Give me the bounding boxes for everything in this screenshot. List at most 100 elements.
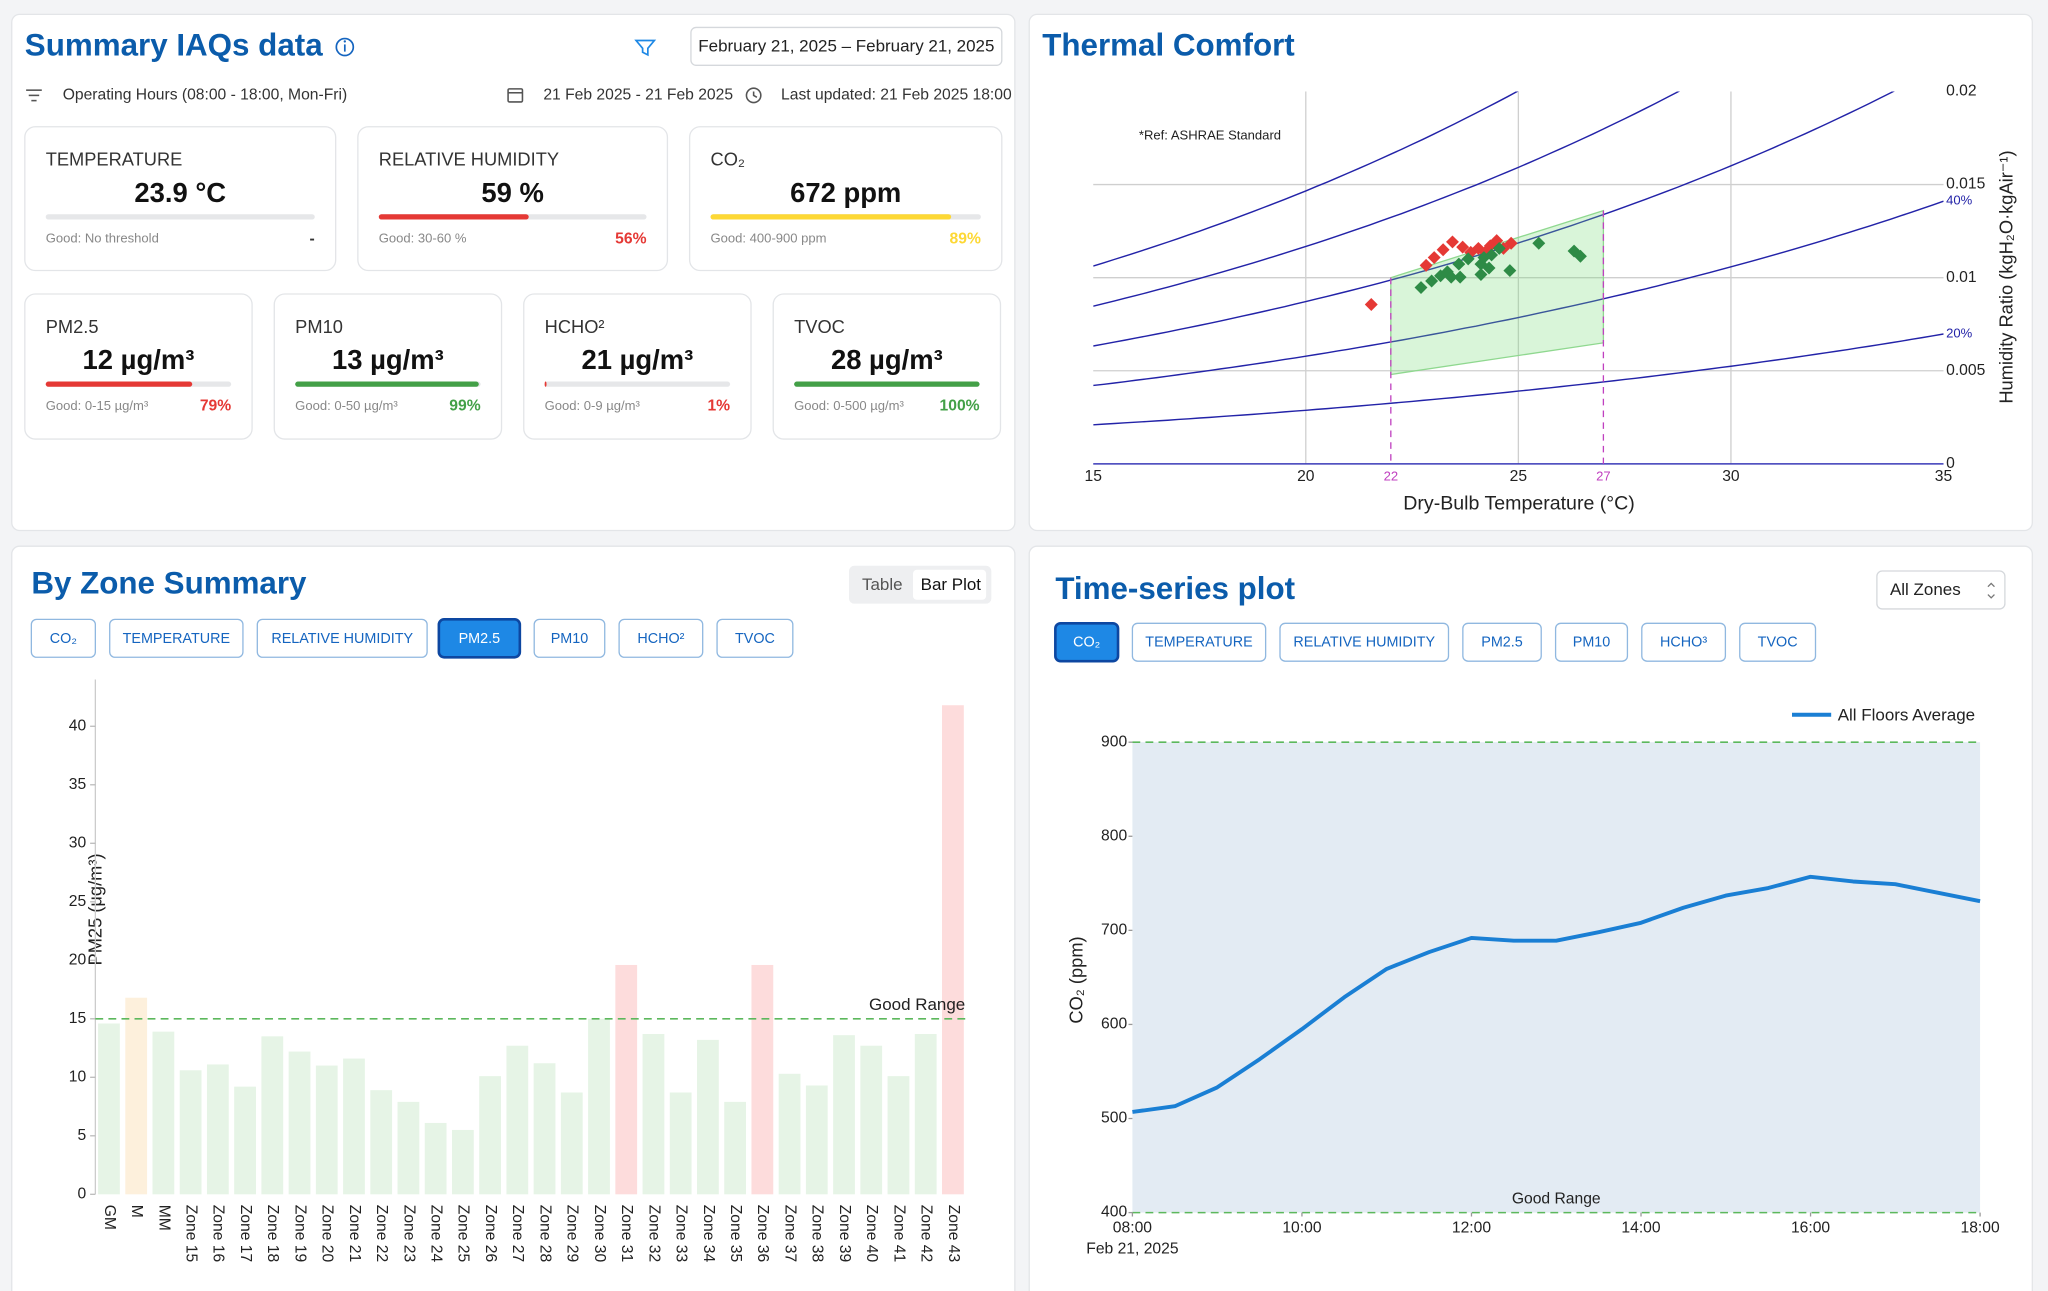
metric-button[interactable] bbox=[1739, 622, 1817, 662]
filter-icon[interactable] bbox=[634, 39, 657, 57]
x-tick-label: GM bbox=[101, 1205, 118, 1230]
progress-fill bbox=[710, 214, 952, 220]
x-tick-label: Zone 21 bbox=[346, 1205, 363, 1262]
x-tick-label: 35 bbox=[1935, 468, 1953, 485]
metric-percent: 79% bbox=[200, 398, 231, 415]
metric-value: 12 µg/m³ bbox=[83, 344, 195, 375]
x-tick-label: Zone 17 bbox=[237, 1205, 254, 1262]
bar bbox=[833, 1035, 855, 1195]
metric-value: 21 µg/m³ bbox=[581, 344, 693, 375]
metric-button[interactable] bbox=[30, 618, 96, 658]
x-tick-label: Zone 19 bbox=[291, 1205, 308, 1262]
metric-button[interactable] bbox=[437, 618, 522, 659]
y-tick-label: 10 bbox=[69, 1068, 87, 1085]
x-tick-label: Zone 41 bbox=[890, 1205, 907, 1262]
bar bbox=[560, 1092, 583, 1195]
toggle-active[interactable] bbox=[912, 569, 987, 600]
metric-card bbox=[772, 293, 1002, 440]
metric-card bbox=[688, 126, 1003, 272]
metric-button[interactable] bbox=[533, 618, 606, 658]
x-tick-label: 15 bbox=[1085, 468, 1103, 485]
x-tick-label: M bbox=[128, 1205, 145, 1218]
metric-button[interactable] bbox=[1641, 622, 1727, 662]
metric-button[interactable] bbox=[1279, 622, 1450, 662]
metric-value: 23.9 °C bbox=[134, 177, 226, 208]
metric-button[interactable] bbox=[1131, 622, 1267, 662]
metric-card bbox=[357, 126, 669, 272]
bar bbox=[805, 1085, 828, 1195]
metric-percent: 1% bbox=[707, 398, 730, 415]
metric-button-label: PM10 bbox=[1573, 635, 1611, 651]
metric-value: 13 µg/m³ bbox=[332, 344, 444, 375]
timeseries-title: Time-series plot bbox=[1055, 571, 1295, 606]
bar bbox=[724, 1101, 747, 1195]
metric-card bbox=[523, 293, 752, 440]
metric-label: RELATIVE HUMIDITY bbox=[379, 149, 559, 170]
clock-icon bbox=[745, 87, 762, 104]
y-tick-label: 0.02 bbox=[1946, 83, 1976, 100]
y-tick-label: 900 bbox=[1101, 733, 1127, 750]
metric-value: 59 % bbox=[481, 177, 544, 208]
x-tick-label: Zone 31 bbox=[618, 1205, 635, 1262]
last-updated: Last updated: 21 Feb 2025 18:00 bbox=[781, 87, 1012, 104]
info-icon[interactable] bbox=[335, 37, 355, 57]
metric-button[interactable] bbox=[1554, 622, 1629, 662]
date-button-label: February 21, 2025 – February 21, 2025 bbox=[698, 37, 994, 56]
progress-fill bbox=[794, 381, 980, 387]
x-tick-label: Zone 26 bbox=[482, 1205, 499, 1263]
y-tick-label: 400 bbox=[1101, 1204, 1127, 1221]
x-tick-label: 25 bbox=[1510, 468, 1528, 485]
comfort-point bbox=[1503, 264, 1517, 278]
x-tick-label: 18:00 bbox=[1960, 1219, 1999, 1236]
metric-button[interactable] bbox=[109, 618, 244, 658]
metric-button[interactable] bbox=[256, 618, 428, 658]
comfort-point bbox=[1436, 243, 1450, 257]
x-tick-label: Zone 27 bbox=[509, 1205, 526, 1262]
metric-card bbox=[273, 293, 503, 440]
metric-card bbox=[24, 293, 253, 440]
progress-fill bbox=[544, 381, 547, 387]
thermal-note: *Ref: ASHRAE Standard bbox=[1139, 127, 1281, 142]
toggle-option[interactable]: Bar Plot bbox=[921, 575, 982, 594]
metric-button[interactable] bbox=[618, 618, 704, 658]
bar bbox=[370, 1090, 393, 1195]
x-tick-label: 12:00 bbox=[1452, 1219, 1491, 1236]
rh-curve bbox=[1093, 200, 1944, 387]
date-button[interactable] bbox=[690, 26, 1003, 66]
hours-icon bbox=[26, 89, 42, 102]
x-tick-label: 14:00 bbox=[1621, 1219, 1660, 1236]
y-tick-label: 0.005 bbox=[1946, 362, 1985, 379]
comfort-point bbox=[1504, 236, 1518, 250]
metric-button[interactable] bbox=[716, 618, 794, 658]
metric-card bbox=[24, 126, 337, 272]
bar bbox=[152, 1031, 175, 1195]
comfort-point bbox=[1427, 251, 1441, 265]
metric-range: Good: 30-60 % bbox=[379, 231, 467, 246]
x-tick-label: Zone 16 bbox=[210, 1205, 227, 1263]
metric-label: TVOC bbox=[794, 316, 845, 337]
progress-fill bbox=[45, 381, 193, 387]
y-tick-label: 0.015 bbox=[1946, 176, 1985, 193]
metric-percent: 100% bbox=[940, 398, 980, 415]
metric-button[interactable] bbox=[1054, 621, 1120, 663]
x-tick-label: 30 bbox=[1722, 468, 1740, 485]
metric-button-label: RELATIVE HUMIDITY bbox=[271, 631, 413, 647]
bar bbox=[288, 1051, 311, 1195]
zone-dropdown[interactable] bbox=[1876, 570, 2006, 610]
progress-track bbox=[45, 214, 315, 220]
y-tick-label: 40 bbox=[69, 717, 87, 734]
summary-title: Summary IAQs data bbox=[25, 27, 323, 62]
toggle-option[interactable]: Table bbox=[862, 575, 903, 594]
metric-button[interactable] bbox=[1462, 622, 1542, 662]
comfort-point bbox=[1446, 235, 1459, 249]
calendar-icon bbox=[507, 88, 524, 103]
x-tick-label: 10:00 bbox=[1282, 1219, 1321, 1236]
x-tick-label: Zone 36 bbox=[754, 1205, 771, 1263]
metric-label: PM2.5 bbox=[46, 316, 99, 337]
comfort-point bbox=[1419, 258, 1433, 272]
date-range: 21 Feb 2025 - 21 Feb 2025 bbox=[543, 87, 733, 104]
x-tick-label: Zone 35 bbox=[727, 1205, 744, 1263]
bar bbox=[860, 1045, 883, 1195]
bar bbox=[942, 705, 964, 1195]
x-tick-label: Zone 20 bbox=[319, 1205, 336, 1263]
